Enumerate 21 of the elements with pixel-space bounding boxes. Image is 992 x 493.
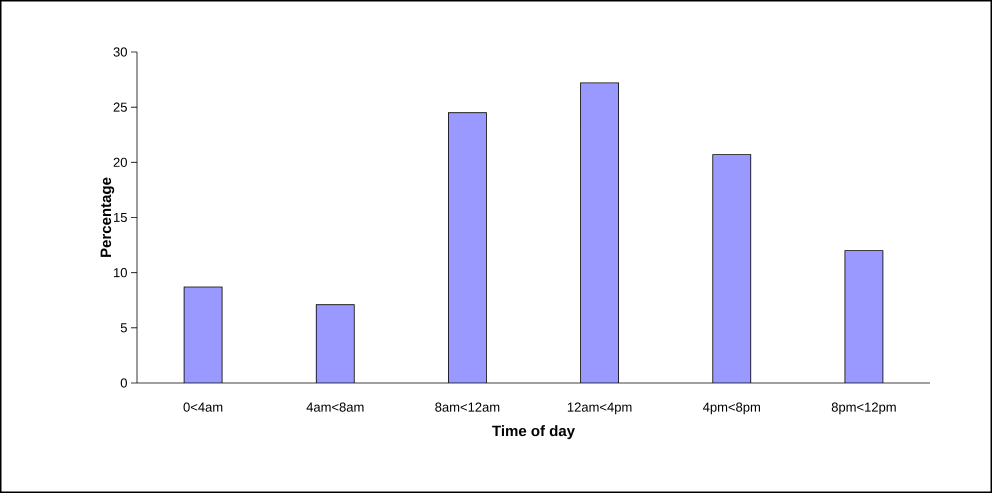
bar — [316, 304, 354, 383]
bar — [712, 154, 751, 383]
x-tick-label: 12am<4pm — [568, 402, 632, 414]
bar — [448, 112, 486, 383]
y-tick-label: 25 — [114, 102, 127, 112]
y-tick-label: 30 — [114, 47, 127, 57]
y-tick-label: 10 — [114, 268, 127, 278]
x-tick-label: 8pm<12pm — [832, 402, 896, 414]
x-tick-label: 8am<12am — [435, 402, 500, 412]
x-axis-title: Time of day — [492, 425, 575, 440]
bar — [184, 287, 222, 383]
y-tick-label: 5 — [120, 323, 127, 332]
x-tick-label: 0<4am — [184, 402, 222, 412]
bar — [844, 250, 884, 383]
y-tick-label: 15 — [114, 212, 127, 222]
x-tick-label: 4am<8am — [306, 402, 364, 412]
y-tick-label: 20 — [114, 158, 127, 167]
y-axis-title: Percentage — [100, 178, 114, 257]
y-tick-label: 0 — [120, 378, 127, 388]
bar — [580, 82, 619, 383]
x-tick-label: 4pm<8pm — [702, 402, 760, 414]
